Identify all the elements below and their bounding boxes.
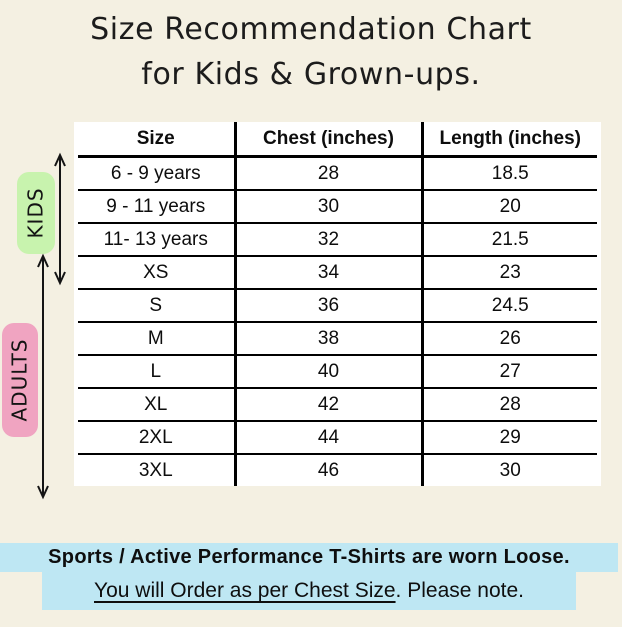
cell-chest: 36: [233, 289, 422, 323]
cell-chest: 28: [233, 156, 422, 191]
cell-size: 6 - 9 years: [78, 156, 235, 191]
cell-length: 27: [420, 355, 597, 389]
adults-group-badge: ADULTS: [2, 323, 38, 437]
footer-note-underlined-text: You will Order as per Chest Size: [94, 579, 396, 602]
cell-length: 20: [420, 190, 597, 224]
cell-size: XS: [78, 256, 235, 290]
cell-length: 28: [420, 388, 597, 422]
cell-size: XL: [78, 388, 235, 422]
table-row: 6 - 9 years 28 18.5: [78, 156, 597, 191]
cell-size: 3XL: [138, 459, 173, 481]
cell-chest: 42: [233, 388, 422, 422]
table-row: XS 34 23: [78, 256, 597, 290]
cell-size: L: [78, 355, 235, 389]
table-row: 9 - 11 years 30 20: [78, 190, 597, 224]
cell-size: 11- 13 years: [78, 223, 235, 257]
cell-chest: 46: [233, 454, 422, 486]
cell-length: 23: [420, 256, 597, 290]
cell-chest: 34: [233, 256, 422, 290]
cell-length: 24.5: [420, 289, 597, 323]
table-row: S 36 24.5: [78, 289, 597, 323]
footer-note-loose-fit: Sports / Active Performance T-Shirts are…: [0, 543, 618, 572]
cell-size: M: [78, 322, 235, 356]
footer-note-rest-text: . Please note.: [395, 579, 524, 602]
table-row: 2XL 44 29: [78, 421, 597, 455]
cell-chest: 40: [233, 355, 422, 389]
kids-group-badge: KIDS: [17, 172, 55, 254]
kids-range-arrow-icon: [54, 152, 66, 286]
cell-chest: 32: [233, 223, 422, 257]
table-row: M 38 26: [78, 322, 597, 356]
table-row: 3XL 46 30: [78, 454, 597, 486]
cell-size: S: [78, 289, 235, 323]
header-length: Length (inches): [420, 122, 597, 158]
page-title-line1: Size Recommendation Chart: [90, 12, 532, 47]
cell-length: 30: [420, 454, 597, 486]
size-table-container: Size Chest (inches) Length (inches) 6 - …: [74, 122, 601, 486]
cell-size: 9 - 11 years: [78, 190, 235, 224]
kids-group-label: KIDS: [24, 187, 49, 239]
size-table-header-row: Size Chest (inches) Length (inches): [78, 122, 597, 158]
cell-length: 21.5: [420, 223, 597, 257]
adults-group-label: ADULTS: [8, 338, 32, 422]
footer-note-order-by-chest: You will Order as per Chest Size. Please…: [42, 572, 576, 610]
cell-chest: 44: [233, 421, 422, 455]
page-title: Size Recommendation Chart for Kids & Gro…: [0, 7, 622, 97]
header-chest: Chest (inches): [233, 122, 422, 158]
cell-size: 2XL: [78, 421, 235, 455]
table-row: 11- 13 years 32 21.5: [78, 223, 597, 257]
table-row: L 40 27: [78, 355, 597, 389]
cell-chest: 38: [233, 322, 422, 356]
table-row: XL 42 28: [78, 388, 597, 422]
cell-length: 29: [420, 421, 597, 455]
cell-length: 26: [420, 322, 597, 356]
cell-chest: 30: [233, 190, 422, 224]
header-size: Size: [78, 122, 235, 158]
size-table: Size Chest (inches) Length (inches) 6 - …: [78, 122, 597, 486]
page-title-line2: for Kids & Grown-ups.: [141, 57, 481, 92]
cell-length: 18.5: [420, 156, 597, 191]
adults-range-arrow-icon: [37, 253, 49, 500]
